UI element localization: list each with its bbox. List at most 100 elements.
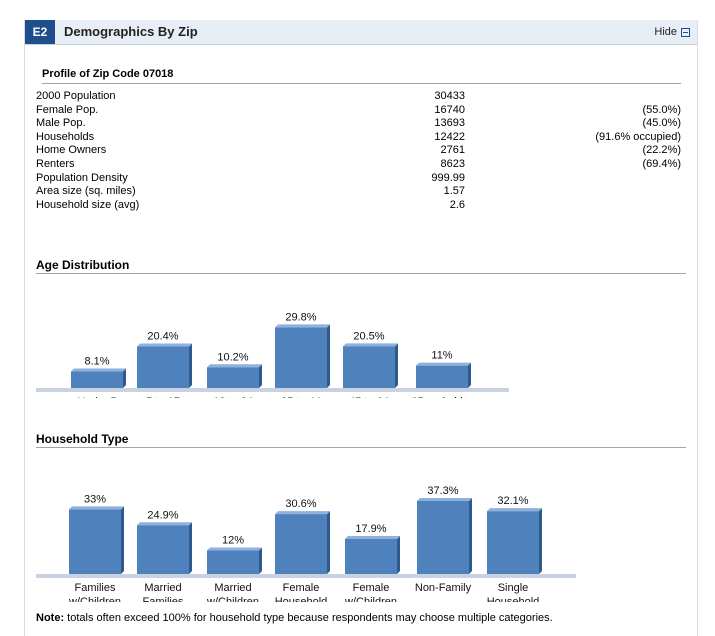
bar-side [189,343,192,388]
category-label: 65 and older [411,396,472,398]
bar-side [259,547,262,574]
bar-side [469,498,472,574]
category-label: Married [144,582,181,594]
bar-value-label: 17.9% [355,523,386,535]
bar-group [417,498,472,574]
bar-value-label: 24.9% [147,509,178,521]
category-label: Under 5 [77,396,116,398]
profile-row: Population Density 999.99 [36,172,681,186]
bar-value-label: 37.3% [427,485,458,497]
chart-baseline [36,388,509,392]
bar [275,327,327,388]
profile-label: Household size (avg) [36,198,140,211]
bar [137,346,189,388]
footnote-text: totals often exceed 100% for household t… [64,612,553,624]
demographics-widget: E2 Demographics By Zip Hide Profile of Z… [24,20,698,636]
profile-value: 12422 [434,130,465,143]
profile-row: Male Pop. 13693 (45.0%) [36,117,681,131]
category-label: Household [275,596,328,602]
profile-label: Households [36,130,95,143]
bar-group [487,508,542,574]
profile-row: Household size (avg) 2.6 [36,199,681,213]
bar [71,371,123,388]
bar-side [327,324,330,388]
collapse-icon[interactable] [681,27,690,37]
bar-value-label: 20.5% [353,330,384,342]
profile-value: 2761 [440,144,465,157]
profile-label: Area size (sq. miles) [36,185,136,198]
profile-note: (55.0%) [642,103,681,116]
category-label: Families [143,596,184,602]
footnote-label: Note: [36,612,65,624]
category-label: w/Children [344,596,397,602]
bar-group [275,324,330,388]
bar-top [487,508,542,512]
profile-note: (45.0%) [642,117,681,130]
bar-side [468,362,471,388]
bar-side [189,522,192,574]
profile-value: 2.6 [449,198,465,211]
bar [417,501,469,574]
bar-side [397,535,400,574]
bar [207,367,259,388]
profile-label: Home Owners [36,144,107,157]
bar [343,346,395,388]
profile-row: Renters 8623 (69.4%) [36,158,681,172]
footnote: Note: totals often exceed 100% for house… [36,612,553,624]
category-label: w/Children [68,596,121,602]
profile-row: 2000 Population 30433 [36,90,681,104]
profile-value: 16740 [434,103,465,116]
bar-value-label: 29.8% [285,311,316,323]
bar-top [275,324,330,328]
profile-row: Area size (sq. miles) 1.57 [36,185,681,199]
bar-value-label: 12% [222,535,244,547]
profile-label: Male Pop. [36,117,86,130]
bar-value-label: 8.1% [84,356,109,368]
category-label: Female [353,582,390,594]
bar-side [539,508,542,574]
profile-table: 2000 Population 30433 Female Pop. 16740 (55.… [36,90,681,212]
hide-label[interactable]: Hide [654,26,677,38]
profile-label: Population Density [36,171,128,184]
category-label: Married [214,582,251,594]
household-type-chart: 33% Families w/Children 24.9% Married Familie… [36,485,576,602]
household-type-title: Household Type [36,432,686,448]
bar-group [275,511,330,574]
profile-value: 999.99 [431,171,465,184]
profile-row: Households 12422 (91.6% occupied) [36,131,681,145]
bar-side [327,511,330,574]
bar-group [416,362,471,388]
profile-value: 30433 [434,90,465,102]
bar-top [137,343,192,347]
chart-baseline [36,574,576,578]
category-label: Female [283,582,320,594]
bar-top [417,498,472,501]
profile-value: 8623 [440,157,465,170]
bar-group [207,547,262,574]
profile-note: (69.4%) [642,157,681,170]
bar-top [275,511,330,515]
profile-label: Female Pop. [36,103,99,116]
age-distribution-title: Age Distribution [36,258,686,274]
category-label: Single [498,582,529,594]
bar-group [343,343,398,388]
profile-row: Female Pop. 16740 (55.0%) [36,104,681,118]
bar [275,514,327,574]
bar-top [69,506,124,510]
bar [69,509,121,574]
hide-button[interactable]: Hide [654,25,690,39]
bar [345,538,397,574]
bar-group [345,535,400,574]
bar-value-label: 20.4% [147,331,178,343]
category-label: 25 to 44 [281,396,321,398]
profile-note: (91.6% occupied) [595,130,681,143]
bar-value-label: 33% [84,493,106,505]
bar-top [345,535,400,539]
bar-top [207,364,262,368]
profile-row: Home Owners 2761 (22.2%) [36,144,681,158]
profile-value: 13693 [434,117,465,130]
bar-side [121,506,124,574]
category-label: 18 to 24 [213,396,253,398]
bar-top [71,368,126,372]
bar [416,365,468,388]
